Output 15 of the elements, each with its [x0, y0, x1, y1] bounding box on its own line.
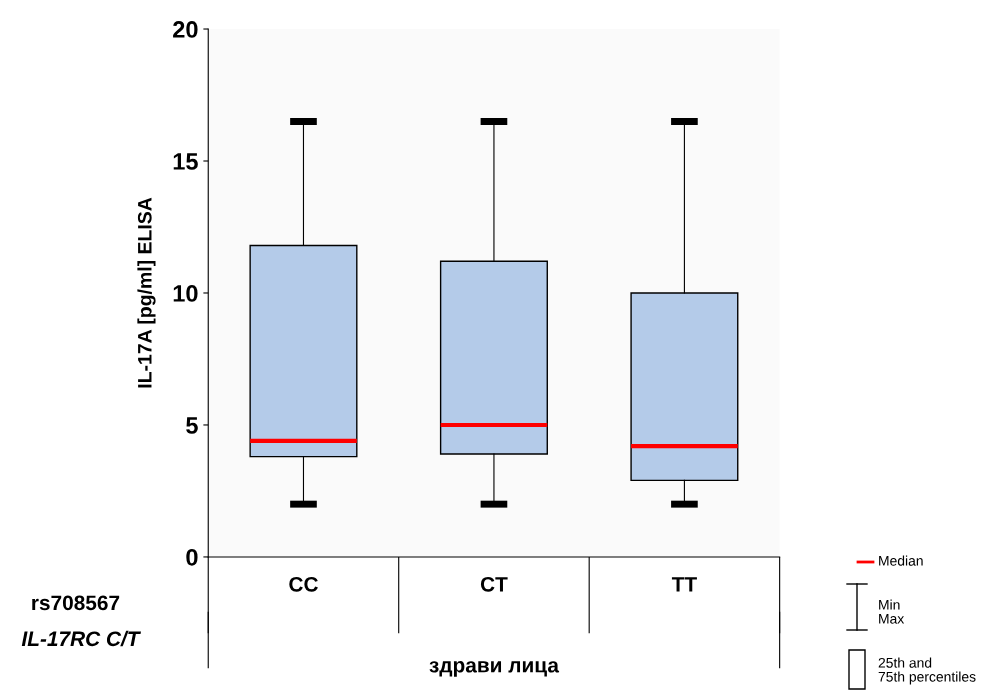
x-tick-label: CT [480, 576, 508, 592]
y-tick-label: 0 [186, 549, 198, 566]
y-tick-label: 10 [173, 285, 198, 302]
x-tick-label: TT [671, 577, 697, 592]
y-tick-label: 5 [186, 417, 198, 434]
text: 25th and 75th percentiles [878, 657, 976, 685]
text: rs708567 [32, 595, 120, 611]
text: IL-17RC C/T [21, 630, 141, 647]
text: Median [879, 555, 923, 566]
x-axis-title: здрави лица [429, 661, 560, 677]
y-axis-title: IL-17A [pg/ml] ELISA [137, 197, 156, 388]
x-tick-label: CC [289, 576, 318, 592]
y-tick-label: 15 [173, 153, 198, 170]
text: Min Max [879, 599, 905, 624]
y-tick-label: 20 [173, 21, 198, 38]
